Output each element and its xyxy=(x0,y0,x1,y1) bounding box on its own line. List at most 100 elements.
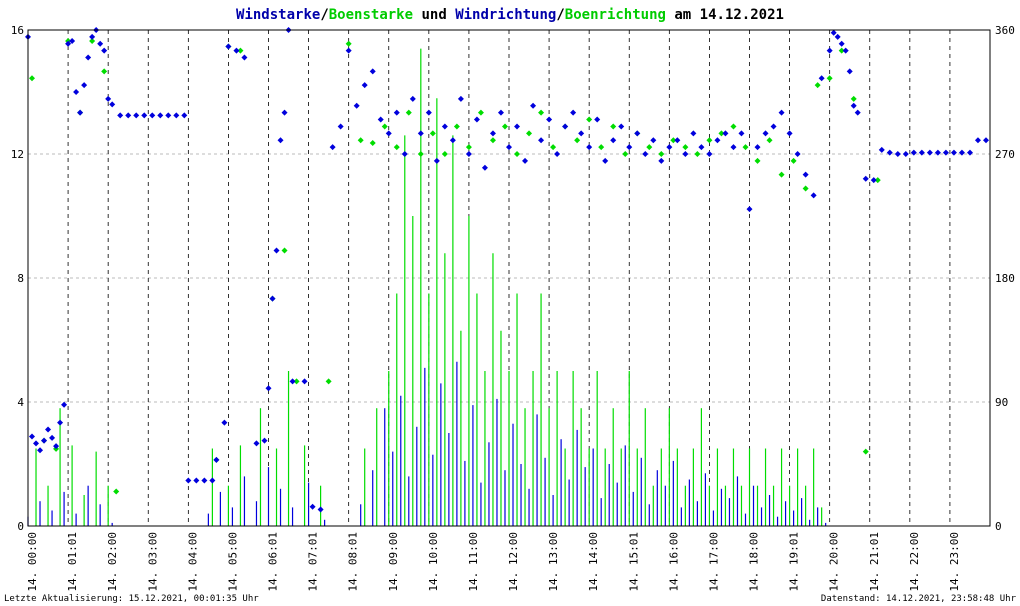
direction-point xyxy=(89,33,96,40)
y-left-tick-label: 0 xyxy=(17,520,24,533)
direction-point xyxy=(417,151,424,157)
direction-point xyxy=(497,109,504,116)
direction-point xyxy=(233,47,240,54)
direction-point xyxy=(477,109,484,116)
direction-point xyxy=(141,112,148,119)
direction-point xyxy=(650,137,657,144)
direction-point xyxy=(269,295,276,302)
title-part: Windrichtung xyxy=(455,7,556,23)
direction-point xyxy=(241,54,248,61)
direction-point xyxy=(514,123,521,130)
direction-point xyxy=(29,75,36,82)
direction-point xyxy=(522,157,529,164)
gust-speed-series xyxy=(35,48,823,526)
x-tick-label: 14. 20:00 xyxy=(828,532,841,592)
x-tick-label: 14. 17:00 xyxy=(707,532,720,592)
direction-point xyxy=(441,123,448,130)
direction-point xyxy=(73,89,80,95)
direction-point xyxy=(425,109,432,116)
x-tick-label: 14. 12:00 xyxy=(507,532,520,592)
direction-point xyxy=(838,47,845,54)
direction-point xyxy=(586,116,593,123)
direction-point xyxy=(429,130,436,137)
direction-point xyxy=(550,144,557,151)
direction-point xyxy=(57,419,64,426)
direction-point xyxy=(117,112,124,119)
direction-point xyxy=(401,151,408,157)
direction-point xyxy=(165,112,172,119)
direction-point xyxy=(237,47,244,54)
direction-point xyxy=(730,123,737,130)
direction-point xyxy=(718,130,725,137)
direction-point xyxy=(570,109,577,116)
direction-point xyxy=(33,440,40,447)
direction-point xyxy=(201,477,208,484)
direction-point xyxy=(690,130,697,137)
direction-point xyxy=(554,151,561,157)
direction-point xyxy=(105,95,112,102)
direction-point xyxy=(101,47,108,54)
direction-point xyxy=(81,82,88,89)
direction-point xyxy=(574,137,581,144)
direction-point xyxy=(405,109,412,116)
direction-point xyxy=(369,139,376,146)
direction-point xyxy=(345,40,352,47)
direction-point xyxy=(281,247,288,254)
direction-point xyxy=(514,151,521,157)
direction-point xyxy=(562,123,569,130)
direction-point xyxy=(838,40,845,47)
direction-point xyxy=(101,68,108,75)
direction-point xyxy=(826,47,833,54)
direction-point xyxy=(109,101,116,108)
direction-point xyxy=(29,433,36,440)
direction-point xyxy=(273,247,280,254)
direction-point xyxy=(950,149,957,156)
direction-point xyxy=(730,144,737,151)
direction-point xyxy=(45,426,52,433)
direction-point xyxy=(538,137,545,144)
direction-point xyxy=(489,137,496,144)
y-right-tick-label: 270 xyxy=(995,148,1015,161)
direction-point xyxy=(253,440,260,447)
direction-point xyxy=(77,109,84,116)
axis-layer: 0 4 8 12 16 0 90 180 270 360 14. 00:00 14. 01:01 14.… xyxy=(11,24,1015,592)
x-tick-label: 14. 15:01 xyxy=(627,532,640,592)
x-tick-label: 14. 05:00 xyxy=(226,532,239,592)
direction-point xyxy=(506,144,512,151)
direction-point xyxy=(385,130,392,137)
direction-point xyxy=(762,130,769,137)
x-tick-label: 14. 10:00 xyxy=(427,532,440,592)
direction-point xyxy=(393,109,400,116)
direction-point xyxy=(281,109,288,116)
direction-point xyxy=(417,130,424,137)
direction-point xyxy=(942,149,949,156)
direction-point xyxy=(610,123,617,130)
x-tick-label: 14. 00:00 xyxy=(26,532,39,592)
y-left-tick-label: 8 xyxy=(17,272,24,285)
direction-point xyxy=(277,137,284,144)
x-tick-label: 14. 04:00 xyxy=(186,532,199,592)
x-tick-label: 14. 02:00 xyxy=(106,532,119,592)
direction-point xyxy=(894,151,901,157)
direction-point xyxy=(65,40,72,47)
title-part: / xyxy=(320,7,328,23)
direction-point xyxy=(473,116,480,123)
direction-point xyxy=(674,137,681,144)
direction-point xyxy=(317,506,324,513)
title-part: Boenrichtung xyxy=(565,7,666,23)
direction-point xyxy=(834,33,841,40)
direction-point xyxy=(37,447,44,454)
direction-point xyxy=(850,102,857,109)
direction-point xyxy=(714,137,721,144)
plot-frame xyxy=(27,29,991,527)
direction-point xyxy=(61,401,68,408)
wind-speed-series xyxy=(27,361,827,526)
direction-point xyxy=(49,434,56,441)
direction-point xyxy=(89,38,96,45)
direction-point xyxy=(826,75,833,82)
direction-point xyxy=(113,488,120,495)
direction-point xyxy=(546,116,553,123)
title-part: und xyxy=(413,7,455,23)
y-right-tick-label: 0 xyxy=(995,520,1002,533)
